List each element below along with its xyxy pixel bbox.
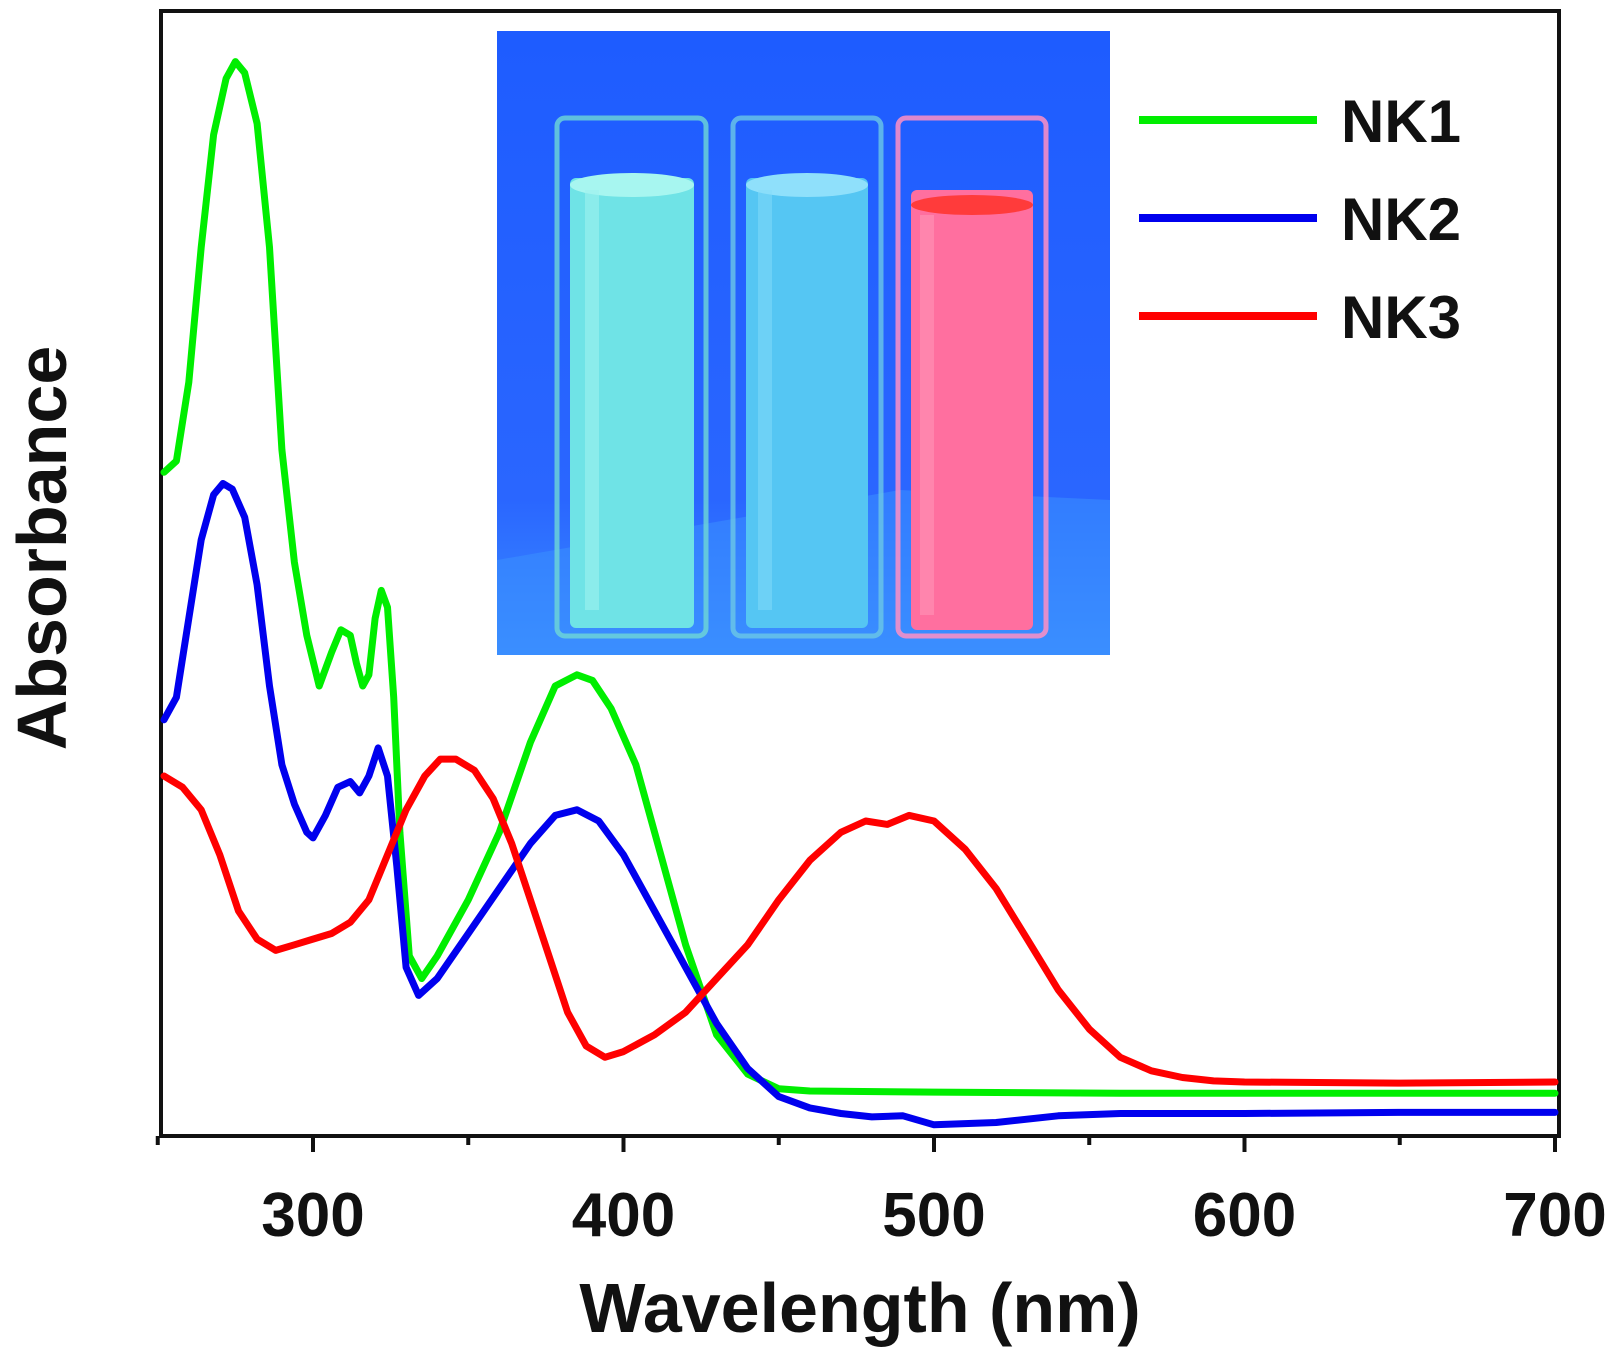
- x-tick-label-400: 400: [572, 1181, 675, 1250]
- legend-label-nk3: NK3: [1341, 284, 1461, 351]
- series-line-nk2: [160, 480, 1559, 1129]
- x-axis-ticks: [155, 1136, 1557, 1152]
- cuvette-nk3-icon: [895, 115, 1049, 639]
- plot-frame: [159, 9, 1561, 1138]
- legend-label-nk2: NK2: [1341, 186, 1461, 253]
- legend: NK1 NK2 NK3: [1139, 88, 1461, 351]
- x-axis-tick-labels: 300 400 500 600 700: [261, 1181, 1606, 1250]
- x-tick-label-600: 600: [1193, 1181, 1296, 1250]
- series-line-nk3: [160, 755, 1559, 1087]
- inset-cuvette-photo: [497, 31, 1110, 655]
- x-axis-title: Wavelength (nm): [579, 1269, 1140, 1347]
- y-axis-title: Absorbance: [3, 346, 81, 751]
- x-tick-label-300: 300: [261, 1181, 364, 1250]
- x-tick-label-500: 500: [882, 1181, 985, 1250]
- cuvette-nk2-icon: [730, 115, 884, 639]
- legend-label-nk1: NK1: [1341, 88, 1461, 155]
- series-layer: [160, 58, 1559, 1129]
- cuvette-nk1-icon: [554, 115, 709, 639]
- x-tick-label-700: 700: [1503, 1181, 1606, 1250]
